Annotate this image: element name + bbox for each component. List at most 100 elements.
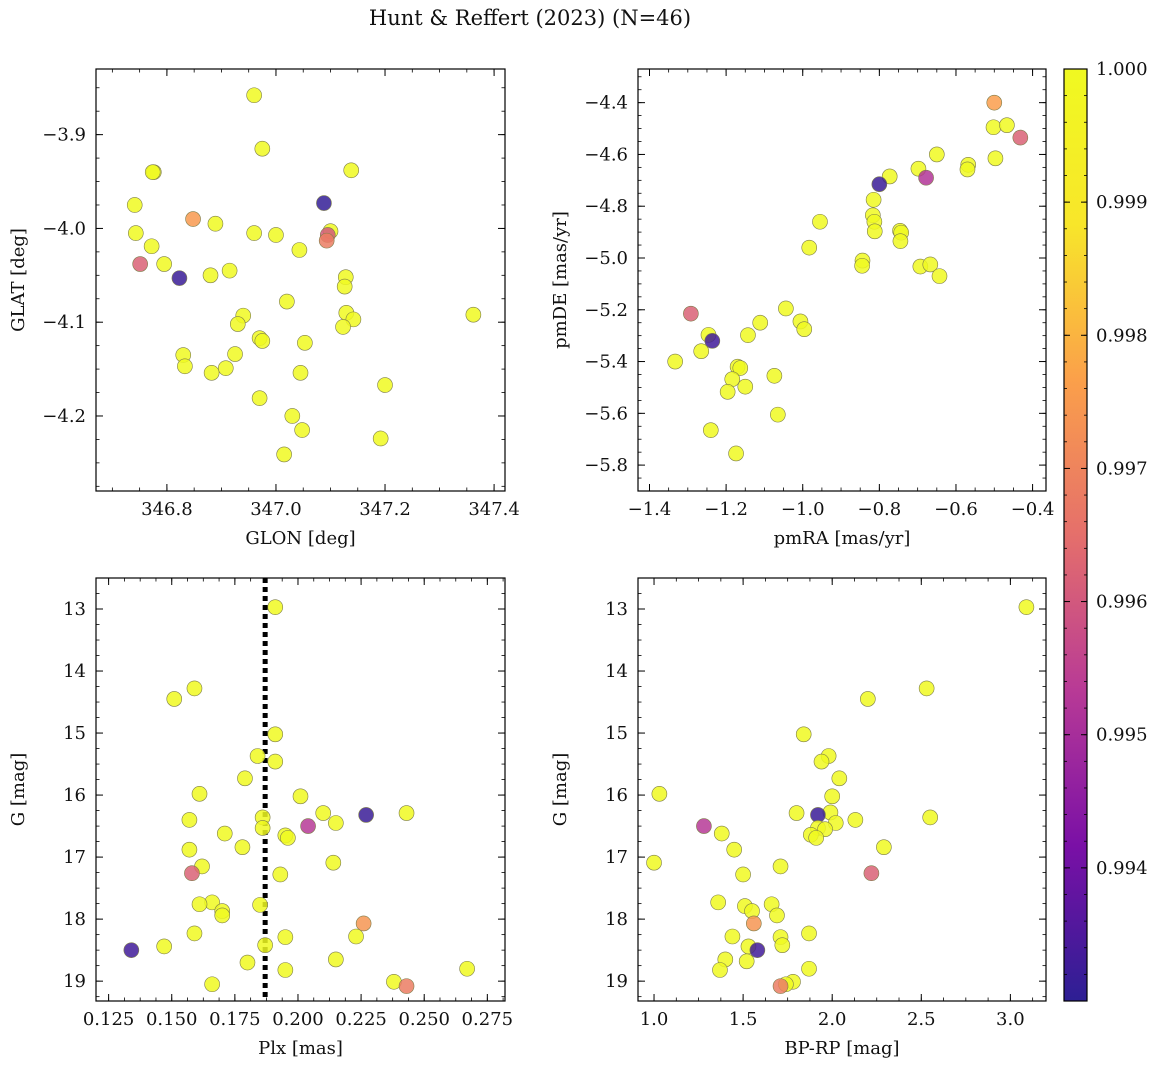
points-group <box>123 599 475 994</box>
scatter-point <box>315 805 332 821</box>
y-tick-label: −4.6 <box>584 144 628 165</box>
scatter-point <box>796 321 813 337</box>
scatter-point <box>735 866 751 883</box>
scatter-point <box>724 928 741 945</box>
scatter-panel-2: −1.4 −1.2 −1.0 −0.8 −0.6 −0.4 −4.4 −4.6 −4.8 −5.0… <box>550 68 1054 549</box>
scatter-point <box>801 960 817 977</box>
scatter-point <box>813 753 830 770</box>
axes-frame <box>95 68 506 492</box>
scatter-point <box>132 256 148 272</box>
scatter-point <box>128 225 144 241</box>
scatter-point <box>276 446 292 463</box>
y-tick-label: −4.4 <box>584 93 628 114</box>
scatter-point <box>355 915 372 932</box>
x-tick-label: 1.0 <box>640 1009 669 1030</box>
scatter-point <box>267 599 284 615</box>
scatter-point <box>712 962 728 978</box>
scatter-panel-1: 346.8 347.0 347.2 347.4 −3.9 −4.0 −4.1 −4.2 GLON… <box>8 68 520 549</box>
scatter-point <box>343 162 360 179</box>
scatter-point <box>918 680 935 697</box>
scatter-point <box>769 907 785 924</box>
scatter-point <box>348 928 364 945</box>
x-tick-label: 346.8 <box>141 499 193 520</box>
scatter-point <box>268 227 284 243</box>
scatter-point <box>254 140 271 157</box>
scatter-point <box>824 788 841 805</box>
x-axis-label: Plx [mas] <box>258 1038 343 1059</box>
scatter-point <box>254 333 271 349</box>
scatter-point <box>398 805 415 821</box>
scatter-point <box>752 314 769 331</box>
x-tick-label: −1.0 <box>781 499 825 520</box>
scatter-point <box>772 978 789 994</box>
y-tick-label: 17 <box>63 847 86 868</box>
x-axis-label: BP-RP [mag] <box>784 1038 899 1059</box>
scatter-point <box>156 938 172 955</box>
scatter-point <box>922 809 938 826</box>
scatter-point <box>719 384 736 400</box>
y-tick-label: −4.1 <box>42 312 86 333</box>
scatter-point <box>186 680 203 697</box>
scatter-point <box>328 815 344 831</box>
scatter-point <box>726 841 743 858</box>
scatter-point <box>459 960 475 977</box>
scatter-point <box>1018 599 1035 615</box>
scatter-point <box>272 866 289 883</box>
scatter-point <box>239 954 256 971</box>
scatter-point <box>999 117 1015 133</box>
scatter-point <box>294 422 310 438</box>
colorbar: 0.994 0.995 0.996 0.997 0.998 0.999 1.000 <box>1063 59 1148 1002</box>
scatter-point <box>181 841 198 858</box>
scatter-point <box>279 293 295 310</box>
scatter-point <box>267 726 284 743</box>
scatter-point <box>316 195 332 211</box>
y-tick-label: 14 <box>605 661 628 682</box>
scatter-point <box>985 119 1002 136</box>
y-tick-label: −4.8 <box>584 196 628 217</box>
points-group <box>646 599 1035 994</box>
x-tick-label: 0.200 <box>272 1009 324 1030</box>
scatter-point <box>216 825 233 842</box>
colorbar-gradient <box>1063 68 1088 1002</box>
y-tick-label: 13 <box>605 599 628 620</box>
x-tick-label: 0.275 <box>462 1009 514 1030</box>
x-tick-label: 1.5 <box>729 1009 758 1030</box>
scatter-point <box>335 319 351 335</box>
scatter-point <box>297 335 313 351</box>
scatter-point <box>252 897 268 913</box>
x-tick-label: 0.250 <box>398 1009 450 1030</box>
scatter-point <box>860 691 876 707</box>
scatter-point <box>257 937 273 953</box>
colorbar-tick-label: 0.994 <box>1096 858 1148 879</box>
scatter-point <box>795 726 812 743</box>
colorbar-tick-label: 0.997 <box>1096 458 1148 479</box>
colorbar-tick-label: 0.995 <box>1096 725 1148 746</box>
scatter-point <box>788 805 805 821</box>
y-tick-label: −5.8 <box>584 455 628 476</box>
scatter-point <box>207 215 224 232</box>
scatter-point <box>214 907 231 924</box>
scatter-point <box>144 164 161 180</box>
scatter-point <box>246 225 262 241</box>
scatter-point <box>693 343 710 359</box>
scatter-point <box>284 408 301 424</box>
axes-frame <box>95 577 506 1002</box>
y-tick-label: 19 <box>63 971 86 992</box>
scatter-point <box>202 267 219 284</box>
scatter-point <box>325 854 342 871</box>
scatter-point <box>740 327 756 343</box>
y-tick-label: 16 <box>63 785 86 806</box>
y-tick-label: 17 <box>605 847 628 868</box>
y-axis-label: G [mag] <box>550 753 571 826</box>
scatter-point <box>251 390 268 406</box>
x-tick-label: −0.8 <box>857 499 901 520</box>
scatter-point <box>986 94 1003 111</box>
scatter-point <box>922 256 939 273</box>
scatter-point <box>246 87 262 104</box>
scatter-point <box>280 830 296 846</box>
x-tick-label: 347.2 <box>359 499 411 520</box>
scatter-point <box>1012 129 1029 146</box>
scatter-point <box>229 316 246 332</box>
figure-title: Hunt & Reffert (2023) (N=46) <box>368 6 692 30</box>
